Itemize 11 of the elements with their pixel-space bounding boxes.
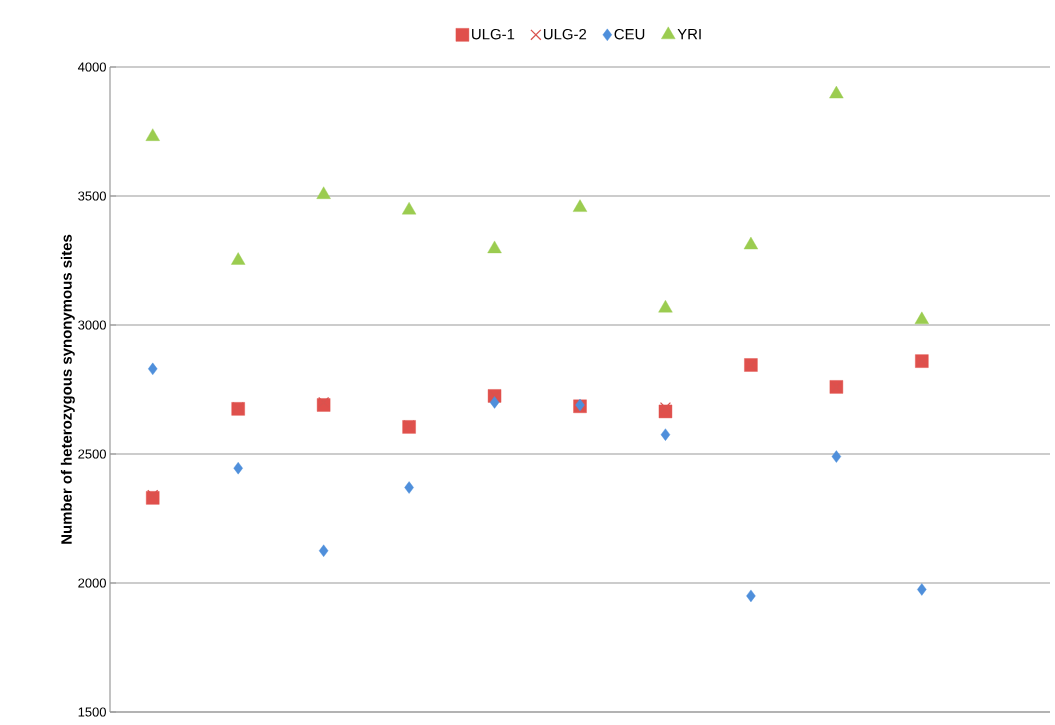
legend-label: CEU	[614, 28, 645, 40]
y-tick-label: 1500	[78, 707, 106, 717]
y-tick-label: 4000	[77, 62, 106, 72]
y-tick-label: 2500	[78, 449, 106, 459]
y-tick-label: 2000	[78, 578, 106, 588]
y-tick-label: 3000	[78, 320, 106, 330]
legend-label: YRI	[677, 28, 701, 40]
legend-label: ULG-2	[543, 28, 587, 40]
y-axis-title: Number of heterozygous synonymous sites	[60, 234, 75, 544]
legend-label: ULG-1	[472, 28, 515, 40]
y-tick-label: 3500	[78, 191, 106, 201]
